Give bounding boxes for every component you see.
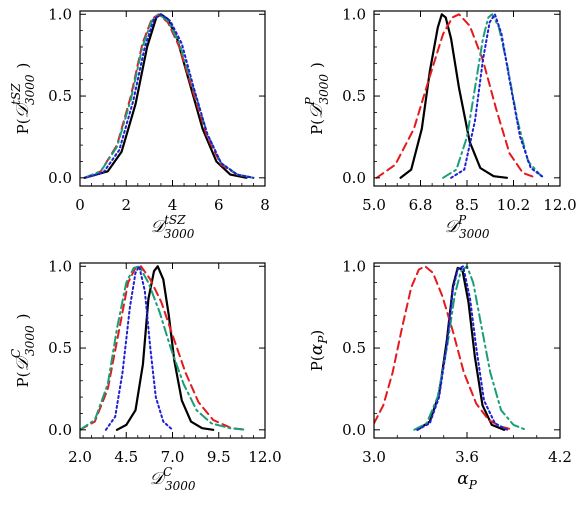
x-tick-label: 7.0 [161, 448, 185, 466]
panel-4: 3.0 3.6 4.2 0.0 0.5 1.0 αP P(αP) [307, 257, 572, 492]
y-tick-label: 1.0 [342, 257, 366, 275]
x-tick-label: 3.6 [455, 448, 479, 466]
x-tick-label: 4.2 [548, 448, 572, 466]
y-tick-label: 0.5 [342, 87, 366, 105]
x-tick-label: 4 [168, 196, 178, 214]
y-tick-label: 1.0 [48, 257, 72, 275]
x-tick-label: 2 [121, 196, 131, 214]
x-tick-label: 9.5 [207, 448, 231, 466]
x-axis-label: 𝒟C 3000 [149, 465, 195, 493]
series-line-green [80, 265, 248, 431]
y-tick-label: 0.5 [342, 339, 366, 357]
panel-2: 5.0 6.8 8.5 10.2 12.0 0.0 0.5 1.0 𝒟P 3000 P(𝒟P3000… [303, 5, 577, 241]
x-axis-label: 𝒟P 3000 [444, 213, 489, 241]
series-line-red [83, 13, 255, 179]
y-tick-label: 1.0 [342, 5, 366, 23]
y-tick-label: 0.0 [48, 421, 72, 439]
x-tick-label: 2.0 [68, 448, 92, 466]
y-axis-label: P(𝒟C3000) [9, 314, 37, 388]
y-axis-label: P(αP) [307, 330, 330, 371]
series-line-green [413, 265, 527, 431]
y-tick-label: 1.0 [48, 5, 72, 23]
x-tick-label: 8 [260, 196, 270, 214]
series-line-black [115, 265, 215, 431]
x-tick-label: 3.0 [362, 448, 386, 466]
x-tick-label: 8.5 [455, 196, 479, 214]
x-tick-label: 6 [214, 196, 224, 214]
x-axis-label: αP [457, 469, 477, 492]
panel-3: 2.0 4.5 7.0 9.5 12.0 0.0 0.5 1.0 𝒟C 3000 P(𝒟C3000) [9, 257, 282, 493]
series-line-red [374, 265, 515, 431]
series-line-red [80, 265, 248, 431]
series-line-blue [450, 13, 546, 179]
x-tick-label: 0 [75, 196, 85, 214]
series-line-blue [83, 13, 255, 179]
y-axis-label: P(𝒟tSZ3000) [9, 63, 37, 135]
x-tick-label: 6.8 [409, 196, 433, 214]
series-line-blue [416, 265, 509, 431]
y-tick-label: 0.0 [48, 169, 72, 187]
x-tick-label: 5.0 [362, 196, 386, 214]
series-line-blue [104, 265, 174, 431]
y-tick-label: 0.0 [342, 169, 366, 187]
y-tick-label: 0.0 [342, 421, 366, 439]
x-tick-label: 12.0 [248, 448, 281, 466]
y-tick-label: 0.5 [48, 339, 72, 357]
x-tick-label: 10.2 [497, 196, 530, 214]
panel-1: 0 2 4 6 8 0.0 0.5 1.0 𝒟tSZ 3000 P(𝒟tSZ3000) [9, 5, 270, 241]
y-axis-label: P(𝒟P3000) [303, 62, 331, 135]
series-line-black [399, 13, 508, 179]
y-tick-label: 0.5 [48, 87, 72, 105]
series-line-black [83, 13, 248, 179]
series-line-green [83, 13, 255, 179]
x-tick-label: 4.5 [114, 448, 138, 466]
series-line-black [416, 266, 506, 431]
series-line-red [375, 13, 538, 179]
x-axis-label: 𝒟tSZ 3000 [151, 213, 195, 241]
x-tick-label: 12.0 [543, 196, 576, 214]
